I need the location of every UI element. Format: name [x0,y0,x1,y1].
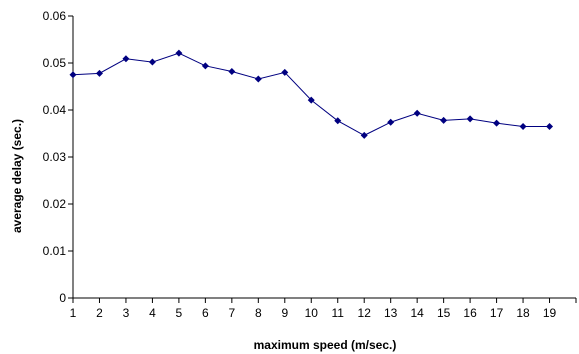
data-point-marker [307,96,315,104]
data-point-marker [254,75,262,83]
x-tick-label: 10 [305,306,319,320]
x-tick-label: 4 [149,306,156,320]
data-point-marker [360,131,368,139]
series-line [72,52,550,136]
x-tick-label: 13 [384,306,398,320]
x-tick-label: 9 [281,306,288,320]
x-tick-label: 3 [123,306,130,320]
x-tick-label: 8 [255,306,262,320]
data-point-marker [546,122,554,130]
y-tick-label: 0 [59,291,66,305]
x-axis-ticks: 1 2 3 4 5 6 7 8 9 10 11 12 13 14 15 16 17 18 19 [70,298,577,320]
x-tick-label: 15 [437,306,451,320]
y-axis-ticks: 0 0.01 0.02 0.03 0.04 0.05 0.06 [43,9,73,305]
x-tick-label: 1 [70,306,77,320]
data-point-marker [148,58,156,66]
data-point-marker [122,55,130,63]
data-point-marker [440,116,448,124]
x-tick-label: 19 [543,306,557,320]
data-point-marker [519,122,527,130]
x-axis-title: maximum speed (m/sec.) [254,338,397,352]
series-layer [69,49,554,139]
x-tick-label: 11 [332,306,345,320]
x-tick-label: 7 [228,306,235,320]
x-tick-label: 17 [490,306,504,320]
x-tick-label: 2 [96,306,103,320]
x-tick-label: 18 [516,306,530,320]
y-tick-label: 0.03 [43,150,67,164]
y-tick-label: 0.05 [43,56,67,70]
y-tick-label: 0.02 [43,197,67,211]
data-point-marker [334,117,342,125]
data-point-marker [69,71,77,79]
x-tick-label: 16 [463,306,477,320]
x-tick-label: 14 [410,306,424,320]
y-axis-title: average delay (sec.) [10,119,24,233]
data-point-marker [175,49,183,57]
x-tick-label: 5 [176,306,183,320]
y-tick-label: 0.06 [43,9,67,23]
x-tick-label: 6 [202,306,209,320]
data-point-marker [201,62,209,70]
data-point-marker [281,68,289,76]
data-point-marker [95,69,103,77]
data-point-marker [387,118,395,126]
data-point-marker [466,115,474,123]
data-point-marker [493,119,501,127]
data-point-marker [413,109,421,117]
x-tick-label: 12 [358,306,372,320]
data-point-marker [228,67,236,75]
y-tick-label: 0.04 [43,103,67,117]
y-tick-label: 0.01 [43,244,67,258]
